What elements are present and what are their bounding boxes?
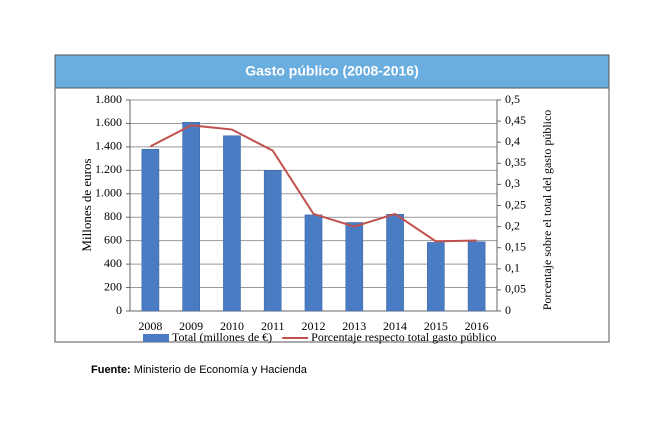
x-tick-label: 2016 <box>465 319 489 333</box>
bar <box>263 170 282 312</box>
y2-tick-label: 0,2 <box>505 218 520 232</box>
y2-tick-label: 0,25 <box>505 197 526 211</box>
bar <box>386 214 404 312</box>
y2-tick-label: 0,45 <box>505 113 526 127</box>
bar <box>141 148 160 312</box>
y-tick-label: 1.400 <box>95 139 122 153</box>
y-tick-label: 200 <box>104 279 122 293</box>
y2-axis-label: Porcentaje sobre el total del gasto públ… <box>540 110 554 311</box>
x-tick-label: 2015 <box>424 319 448 333</box>
y2-tick-label: 0 <box>505 303 511 317</box>
x-tick-label: 2012 <box>302 319 326 333</box>
bar <box>223 135 241 312</box>
y2-tick-label: 0,1 <box>505 261 520 275</box>
x-tick-label: 2010 <box>220 319 244 333</box>
y-tick-label: 1.600 <box>95 115 122 129</box>
y2-tick-label: 0,3 <box>505 176 520 190</box>
bar <box>467 241 486 312</box>
y-tick-label: 1.200 <box>95 162 122 176</box>
y2-tick-label: 0,05 <box>505 282 526 296</box>
x-tick-label: 2008 <box>138 319 162 333</box>
title-bar <box>54 54 610 89</box>
bar <box>345 222 364 312</box>
y-tick-label: 1.800 <box>95 92 122 106</box>
y-tick-label: 400 <box>104 256 122 270</box>
bar <box>304 214 323 312</box>
x-tick-label: 2013 <box>342 319 366 333</box>
chart-title: Gasto público (2008-2016) <box>245 63 419 79</box>
y-tick-label: 600 <box>104 232 122 246</box>
legend-label: Porcentaje respecto total gasto público <box>311 330 496 344</box>
y2-tick-label: 0,15 <box>505 239 526 253</box>
y2-tick-label: 0,5 <box>505 92 520 106</box>
y-tick-label: 1.000 <box>95 186 122 200</box>
footer-text: Ministerio de Economía y Hacienda <box>133 364 307 376</box>
y-axis-label: Millones de euros <box>79 158 94 251</box>
footer-label: Fuente: <box>91 364 131 376</box>
x-tick-label: 2009 <box>179 319 203 333</box>
y-tick-label: 800 <box>104 209 122 223</box>
y2-tick-label: 0,4 <box>505 134 520 148</box>
x-tick-label: 2011 <box>261 319 285 333</box>
legend-label: Total (millones de €) <box>172 330 272 344</box>
footer: Fuente: Ministerio de Economía y Haciend… <box>91 364 307 376</box>
legend-swatch <box>143 334 169 342</box>
bar <box>182 122 200 312</box>
line <box>149 124 477 243</box>
y2-tick-label: 0,35 <box>505 155 526 169</box>
y-tick-label: 0 <box>116 303 122 317</box>
bar <box>427 242 445 312</box>
x-tick-label: 2014 <box>383 319 407 333</box>
